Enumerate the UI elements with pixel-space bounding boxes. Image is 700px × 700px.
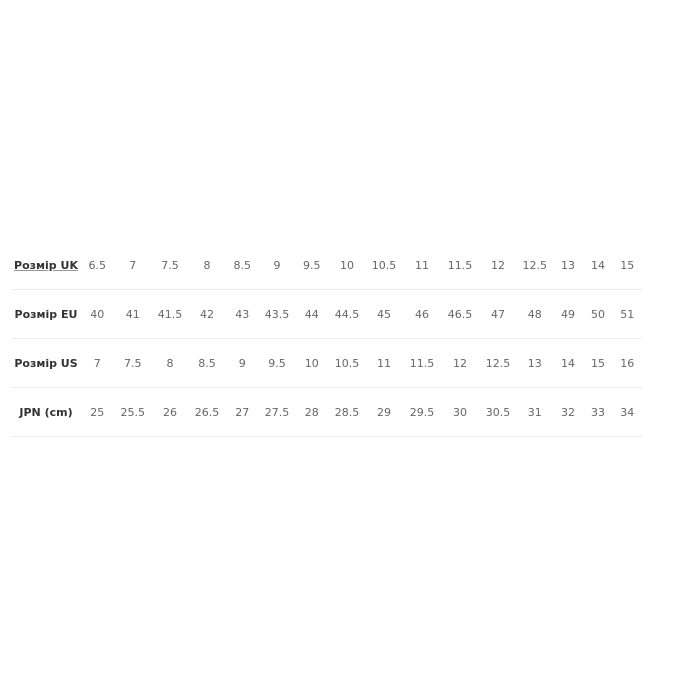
size-cell: 8: [189, 241, 225, 290]
row-label: Розмір US: [12, 338, 80, 388]
size-cell: 12.5: [517, 241, 553, 290]
row-label[interactable]: Розмір UK: [12, 241, 80, 290]
size-cell: 34: [612, 387, 642, 437]
size-cell: 48: [517, 289, 553, 339]
size-cell: 40: [80, 289, 115, 339]
size-cell: 7: [80, 338, 115, 388]
size-cell: 12: [479, 241, 517, 290]
size-cell: 12.5: [479, 338, 517, 388]
size-cell: 16: [612, 338, 642, 388]
size-cell: 45: [365, 289, 403, 339]
size-cell: 46.5: [441, 289, 479, 339]
size-cell: 27.5: [259, 387, 295, 437]
size-cell: 25: [80, 387, 115, 437]
size-cell: 10.5: [329, 338, 365, 388]
size-cell: 8.5: [225, 241, 260, 290]
size-cell: 15: [583, 338, 613, 388]
size-row: Розмір EU 40 41 41.5 42 43 43.5 44 44.5 45 46 46.5 4…: [12, 289, 642, 339]
row-label: Розмір EU: [12, 289, 80, 339]
size-cell: 42: [189, 289, 225, 339]
size-cell: 28.5: [329, 387, 365, 437]
size-cell: 49: [552, 289, 584, 339]
size-cell: 11.5: [441, 241, 479, 290]
size-row: JPN (cm) 25 25.5 26 26.5 27 27.5 28 28.5 29 29.5 30…: [12, 387, 642, 437]
size-cell: 31: [517, 387, 553, 437]
size-cell: 6.5: [80, 241, 115, 290]
row-label-text: Розмір US: [14, 356, 78, 370]
size-row: Розмір UK 6.5 7 7.5 8 8.5 9 9.5 10 10.5 11 11.5 12 12…: [12, 241, 642, 290]
size-cell: 29: [365, 387, 403, 437]
size-row: Розмір US 7 7.5 8 8.5 9 9.5 10 10.5 11 11.5 12 12.5 1…: [12, 338, 642, 388]
size-cell: 8: [151, 338, 189, 388]
size-cell: 13: [517, 338, 553, 388]
size-cell: 11.5: [403, 338, 441, 388]
size-uk-link[interactable]: Розмір UK: [14, 258, 78, 272]
size-cell: 44: [294, 289, 329, 339]
size-cell: 10: [294, 338, 329, 388]
size-cell: 9: [225, 338, 260, 388]
size-chart-table: Розмір UK 6.5 7 7.5 8 8.5 9 9.5 10 10.5 11 11.5 12 12…: [12, 241, 642, 437]
size-cell: 11: [403, 241, 441, 290]
size-cell: 10.5: [365, 241, 403, 290]
size-cell: 25.5: [114, 387, 151, 437]
size-cell: 13: [552, 241, 584, 290]
size-cell: 14: [552, 338, 584, 388]
size-cell: 29.5: [403, 387, 441, 437]
size-cell: 15: [612, 241, 642, 290]
size-cell: 9: [259, 241, 295, 290]
size-cell: 7: [114, 241, 151, 290]
size-cell: 41.5: [151, 289, 189, 339]
row-label-text: Розмір EU: [14, 307, 78, 321]
size-cell: 51: [612, 289, 642, 339]
size-cell: 33: [583, 387, 613, 437]
size-cell: 26.5: [189, 387, 225, 437]
size-cell: 28: [294, 387, 329, 437]
size-cell: 14: [583, 241, 613, 290]
size-cell: 9.5: [259, 338, 295, 388]
size-cell: 9.5: [294, 241, 329, 290]
size-cell: 44.5: [329, 289, 365, 339]
size-cell: 10: [329, 241, 365, 290]
size-cell: 11: [365, 338, 403, 388]
size-cell: 30.5: [479, 387, 517, 437]
row-label-text: JPN (cm): [19, 405, 73, 419]
size-cell: 43.5: [259, 289, 295, 339]
size-cell: 27: [225, 387, 260, 437]
size-cell: 43: [225, 289, 260, 339]
size-cell: 46: [403, 289, 441, 339]
size-cell: 32: [552, 387, 584, 437]
size-cell: 47: [479, 289, 517, 339]
row-label: JPN (cm): [12, 387, 80, 437]
size-cell: 8.5: [189, 338, 225, 388]
size-cell: 30: [441, 387, 479, 437]
size-cell: 41: [114, 289, 151, 339]
size-cell: 12: [441, 338, 479, 388]
size-cell: 26: [151, 387, 189, 437]
size-cell: 7.5: [151, 241, 189, 290]
size-cell: 50: [583, 289, 613, 339]
size-cell: 7.5: [114, 338, 151, 388]
